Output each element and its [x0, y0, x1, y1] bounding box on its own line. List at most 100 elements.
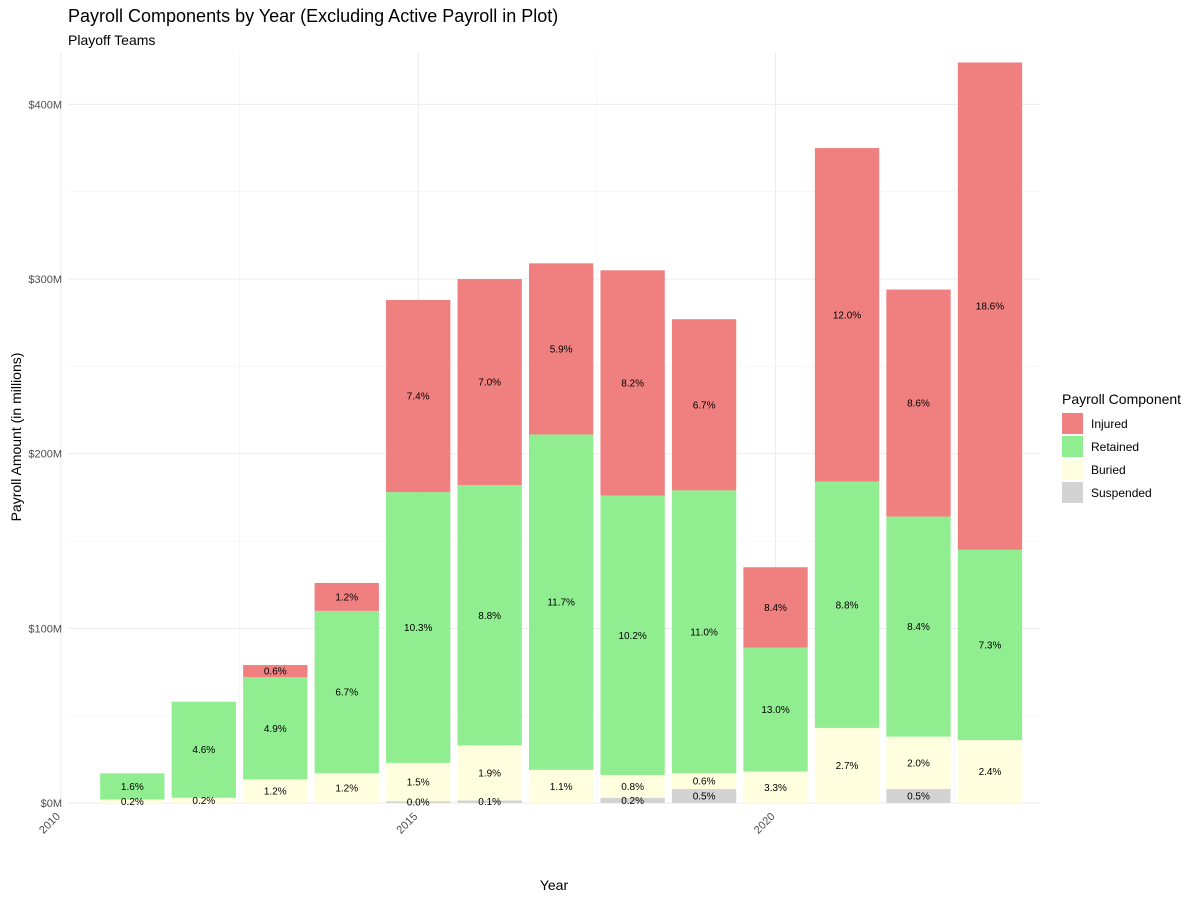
- bar-segment: [457, 279, 522, 486]
- bar-segment: [600, 775, 665, 798]
- bar-segment: [814, 148, 880, 482]
- bar-segment: [600, 270, 665, 496]
- data-label: 13.0%: [761, 705, 789, 716]
- data-label: 0.5%: [693, 792, 716, 803]
- x-tick-label: 2010: [37, 811, 63, 837]
- bar-segment: [743, 647, 808, 772]
- bar-segment: [243, 779, 308, 803]
- bar-segment: [314, 582, 379, 611]
- x-tick-label: 2015: [395, 811, 421, 837]
- y-tick-label: $400M: [28, 99, 62, 111]
- y-axis-title: Payroll Amount (in millions): [8, 353, 24, 522]
- legend-label: Suspended: [1091, 486, 1152, 500]
- data-label: 2.7%: [836, 761, 859, 772]
- data-label: 0.6%: [693, 777, 716, 788]
- data-label: 6.7%: [335, 688, 358, 699]
- bar-segment: [671, 490, 737, 774]
- data-label: 4.9%: [264, 724, 287, 735]
- data-label: 11.0%: [690, 627, 718, 638]
- bar-segment: [528, 434, 594, 770]
- bar-segment: [100, 773, 165, 800]
- bar-segment: [243, 677, 308, 780]
- data-label: 7.4%: [407, 392, 430, 403]
- bar-segment: [743, 567, 808, 648]
- data-label: 0.6%: [264, 667, 287, 678]
- legend-label: Injured: [1091, 417, 1128, 431]
- data-label: 7.0%: [478, 378, 501, 389]
- data-label: 1.9%: [478, 768, 501, 779]
- bar-segment: [671, 773, 737, 790]
- data-label: 8.4%: [764, 603, 787, 614]
- legend-swatch: [1062, 459, 1083, 480]
- data-label: 1.2%: [335, 592, 358, 603]
- bar-segment: [957, 740, 1023, 803]
- bar-segment: [386, 300, 451, 493]
- chart-subtitle: Playoff Teams: [68, 32, 156, 48]
- bar-segment: [457, 800, 522, 803]
- data-label: 0.2%: [121, 797, 144, 808]
- bar-segment: [886, 516, 951, 737]
- data-label: 4.6%: [192, 745, 215, 756]
- data-label: 8.6%: [907, 399, 930, 410]
- chart-title: Payroll Components by Year (Excluding Ac…: [68, 6, 559, 26]
- bar-segment: [386, 762, 451, 802]
- x-tick-label: 2020: [752, 811, 778, 837]
- legend-swatch: [1062, 436, 1083, 457]
- data-label: 2.0%: [907, 758, 930, 769]
- legend-label: Buried: [1091, 463, 1126, 477]
- bar-segment: [886, 789, 951, 803]
- bar-segment: [171, 701, 236, 798]
- data-label: 7.3%: [979, 640, 1002, 651]
- bar-segment: [886, 289, 951, 517]
- data-label: 10.3%: [404, 623, 432, 634]
- data-label: 0.5%: [907, 792, 930, 803]
- data-label: 1.6%: [121, 782, 144, 793]
- data-label: 5.9%: [550, 344, 573, 355]
- bar-segment: [600, 797, 665, 803]
- legend-swatch: [1062, 413, 1083, 434]
- data-label: 1.1%: [550, 782, 573, 793]
- data-label: 8.8%: [478, 611, 501, 622]
- bar-segment: [886, 736, 951, 790]
- data-label: 10.2%: [618, 631, 646, 642]
- y-tick-label: $200M: [28, 449, 62, 461]
- data-label: 8.2%: [621, 378, 644, 389]
- y-tick-label: $300M: [28, 274, 62, 286]
- legend: Payroll Component Injured Retained Buried S…: [1062, 391, 1181, 503]
- bar-segment: [671, 789, 737, 803]
- label-layer: 0.2% 1.6% 0.2% 4.6% 1.2% 4.9% 0.6% 1.2% 6.7% 1.2%…: [121, 302, 1004, 809]
- bar-segment: [600, 495, 665, 776]
- bar-segment: [957, 549, 1023, 741]
- bar-segment: [100, 799, 165, 803]
- legend-swatch: [1062, 482, 1083, 503]
- bar-segment: [171, 797, 236, 803]
- data-label: 1.2%: [335, 784, 358, 795]
- bar-segment: [528, 263, 594, 435]
- bar-segment: [957, 62, 1023, 550]
- bar-segment: [314, 773, 379, 803]
- data-label: 1.5%: [407, 778, 430, 789]
- bar-segment: [671, 319, 737, 491]
- data-label: 0.8%: [621, 782, 644, 793]
- data-label: 0.1%: [478, 797, 501, 808]
- bar-segment: [814, 727, 880, 803]
- bar-segment: [243, 665, 308, 678]
- data-label: 0.2%: [621, 796, 644, 807]
- data-label: 2.4%: [979, 767, 1002, 778]
- data-label: 18.6%: [976, 302, 1004, 313]
- bar-segment: [528, 769, 594, 803]
- data-label: 12.0%: [833, 310, 861, 321]
- x-axis-title: Year: [540, 877, 569, 893]
- bar-segment: [314, 610, 379, 774]
- data-label: 1.2%: [264, 787, 287, 798]
- data-label: 0.2%: [192, 796, 215, 807]
- bar-segment: [457, 745, 522, 801]
- legend-title: Payroll Component: [1062, 391, 1181, 407]
- data-label: 8.4%: [907, 622, 930, 633]
- data-label: 0.0%: [407, 798, 430, 809]
- y-tick-label: $0M: [41, 798, 62, 810]
- bar-segment: [386, 492, 451, 763]
- bar-segment: [743, 771, 808, 803]
- bar-segment: [814, 481, 880, 728]
